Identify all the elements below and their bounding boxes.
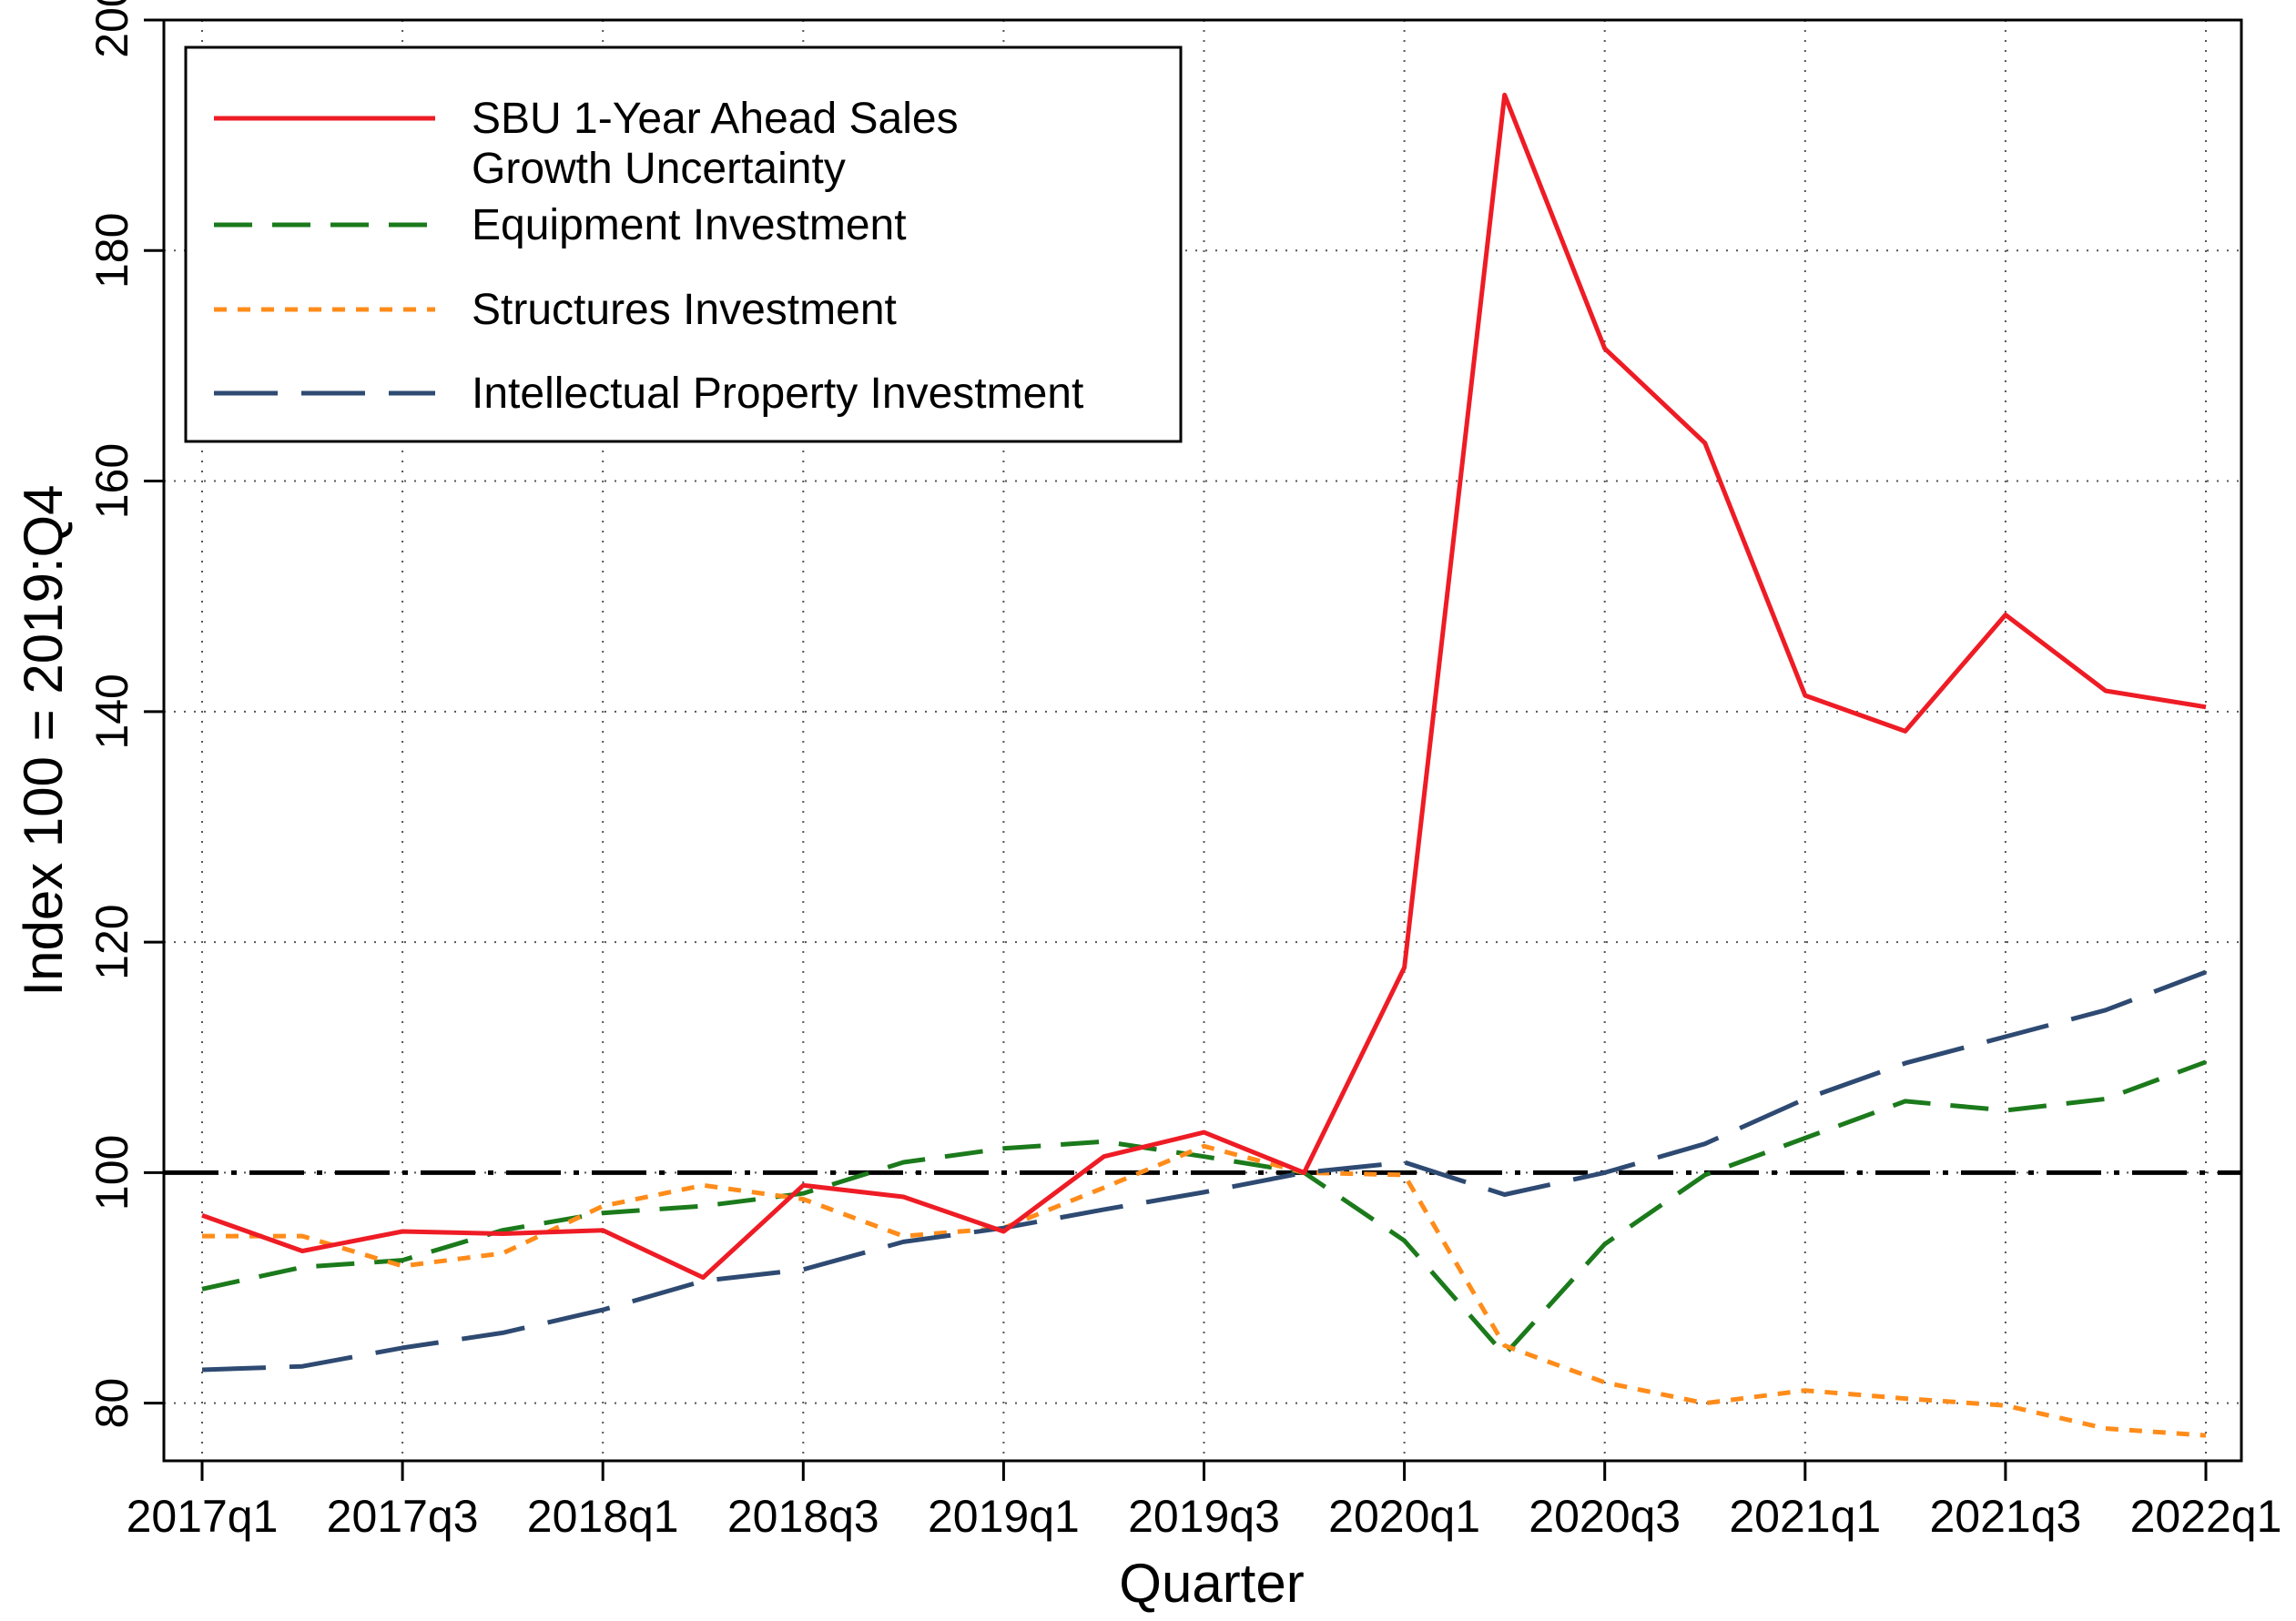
series-line-2 bbox=[201, 1059, 2207, 1357]
y-tick-label: 120 bbox=[86, 904, 137, 979]
legend-label-4: Intellectual Property Investment bbox=[472, 370, 1083, 418]
x-tick-label: 2021q3 bbox=[1929, 1491, 2081, 1542]
x-tick-label: 2017q1 bbox=[127, 1491, 279, 1542]
y-tick-label: 160 bbox=[86, 443, 137, 519]
y-tick-label: 80 bbox=[86, 1378, 137, 1429]
legend-label-1: Growth Uncertainty bbox=[472, 145, 846, 193]
legend-label-2: Equipment Investment bbox=[472, 201, 907, 249]
x-tick-label: 2018q1 bbox=[527, 1491, 679, 1542]
x-tick-label: 2017q3 bbox=[327, 1491, 479, 1542]
y-axis-title: Index 100 = 2019:Q4 bbox=[13, 484, 74, 996]
x-tick-label: 2019q1 bbox=[928, 1491, 1080, 1542]
legend-label-3: Structures Investment bbox=[472, 286, 897, 334]
x-tick-label: 2020q1 bbox=[1328, 1491, 1480, 1542]
x-tick-label: 2018q3 bbox=[727, 1491, 879, 1542]
y-tick-label: 180 bbox=[86, 213, 137, 289]
legend-label-1: SBU 1-Year Ahead Sales bbox=[472, 95, 959, 143]
y-tick-label: 100 bbox=[86, 1135, 137, 1211]
series-line-4 bbox=[201, 969, 2207, 1373]
series-line-1 bbox=[201, 92, 2207, 1281]
legend-box bbox=[184, 46, 1183, 443]
x-tick-label: 2019q3 bbox=[1128, 1491, 1280, 1542]
x-axis-title: Quarter bbox=[1119, 1553, 1304, 1614]
y-axis: 80 100 120 140 160 180 200 bbox=[86, 0, 164, 1428]
x-tick-label: 2021q1 bbox=[1729, 1491, 1881, 1542]
x-tick-label: 2020q3 bbox=[1529, 1491, 1681, 1542]
series-lines bbox=[201, 92, 2207, 1438]
x-axis: 2017q1 2017q3 2018q1 2018q3 2019q1 2019q3 2020… bbox=[127, 1461, 2282, 1542]
series-line-3 bbox=[202, 1143, 2207, 1438]
y-tick-label: 140 bbox=[86, 674, 137, 749]
y-tick-label: 200 bbox=[86, 0, 137, 58]
x-tick-label: 2022q1 bbox=[2130, 1491, 2282, 1542]
